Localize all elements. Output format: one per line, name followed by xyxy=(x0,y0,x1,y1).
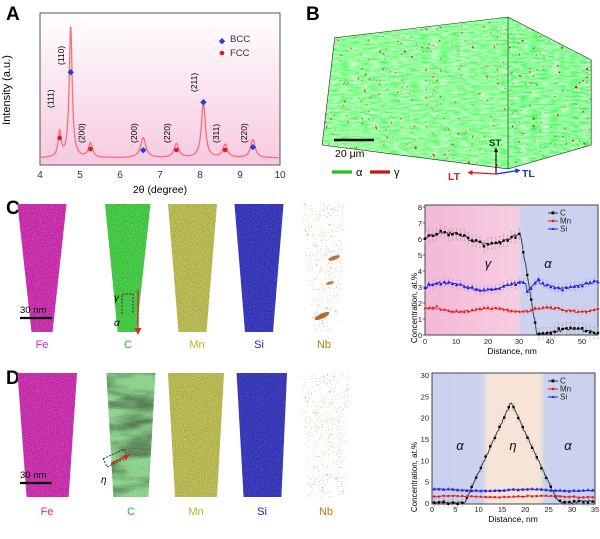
svg-text:7: 7 xyxy=(157,170,163,181)
svg-text:Mn: Mn xyxy=(188,506,203,518)
svg-text:6: 6 xyxy=(117,170,123,181)
svg-text:20: 20 xyxy=(421,414,429,423)
svg-text:9: 9 xyxy=(237,170,243,181)
svg-text:Si: Si xyxy=(254,339,264,351)
svg-text:Concentration, at.%: Concentration, at.% xyxy=(410,273,419,343)
svg-text:8: 8 xyxy=(197,170,203,181)
svg-text:BCC: BCC xyxy=(230,34,250,45)
svg-text:α: α xyxy=(544,256,552,271)
svg-text:15: 15 xyxy=(498,505,506,514)
svg-text:Si: Si xyxy=(560,393,567,402)
svg-text:10: 10 xyxy=(475,505,483,514)
svg-text:Fe: Fe xyxy=(41,506,54,518)
svg-text:4: 4 xyxy=(37,170,43,181)
svg-text:η: η xyxy=(509,438,516,453)
svg-text:Mn: Mn xyxy=(189,339,204,351)
svg-text:Concentration, at.%: Concentration, at.% xyxy=(410,442,419,512)
svg-text:ST: ST xyxy=(489,138,501,149)
svg-text:0: 0 xyxy=(425,499,429,508)
svg-text:30: 30 xyxy=(515,337,523,346)
svg-text:(110): (110) xyxy=(56,46,66,65)
svg-text:(111): (111) xyxy=(46,89,56,108)
svg-text:20 μm: 20 μm xyxy=(335,148,365,160)
svg-text:5: 5 xyxy=(425,478,429,487)
svg-text:0: 0 xyxy=(423,337,427,346)
svg-text:(211): (211) xyxy=(189,73,199,92)
svg-text:Fe: Fe xyxy=(36,339,49,351)
svg-text:7: 7 xyxy=(418,219,422,228)
svg-text:Intensity (a.u.): Intensity (a.u.) xyxy=(1,55,13,125)
svg-text:10: 10 xyxy=(274,170,286,181)
svg-text:LT: LT xyxy=(448,171,461,183)
svg-text:30: 30 xyxy=(568,505,576,514)
svg-text:(200): (200) xyxy=(77,123,87,143)
svg-text:α: α xyxy=(456,438,464,453)
svg-text:20: 20 xyxy=(521,505,529,514)
svg-text:20: 20 xyxy=(484,337,492,346)
svg-text:FCC: FCC xyxy=(230,48,250,59)
svg-text:(220): (220) xyxy=(162,123,172,143)
svg-text:Si: Si xyxy=(257,506,267,518)
svg-text:η: η xyxy=(101,475,107,486)
svg-text:25: 25 xyxy=(545,505,553,514)
svg-text:α: α xyxy=(114,318,120,329)
svg-text:15: 15 xyxy=(421,435,429,444)
svg-text:0: 0 xyxy=(430,505,434,514)
svg-text:γ: γ xyxy=(394,167,400,179)
svg-text:5: 5 xyxy=(418,251,422,260)
svg-text:C: C xyxy=(124,339,132,351)
svg-text:α: α xyxy=(564,438,572,453)
svg-text:10: 10 xyxy=(452,337,460,346)
svg-text:(200): (200) xyxy=(129,123,139,143)
svg-text:50: 50 xyxy=(578,337,586,346)
svg-text:6: 6 xyxy=(418,235,422,244)
svg-text:Distance, nm: Distance, nm xyxy=(487,346,537,356)
svg-text:TL: TL xyxy=(522,168,535,180)
svg-text:8: 8 xyxy=(418,203,422,212)
svg-text:5: 5 xyxy=(77,170,83,181)
svg-text:25: 25 xyxy=(421,392,429,401)
svg-text:10: 10 xyxy=(421,456,429,465)
svg-text:30: 30 xyxy=(421,371,429,380)
svg-text:α: α xyxy=(356,167,363,179)
svg-text:30 nm: 30 nm xyxy=(20,305,46,316)
svg-text:Si: Si xyxy=(560,225,567,234)
svg-text:35: 35 xyxy=(591,505,599,514)
svg-text:Nb: Nb xyxy=(317,339,331,351)
svg-text:(220): (220) xyxy=(239,123,249,143)
svg-text:30 nm: 30 nm xyxy=(20,470,46,481)
svg-text:(311): (311) xyxy=(211,124,221,143)
svg-text:Nb: Nb xyxy=(319,506,333,518)
svg-text:C: C xyxy=(127,506,135,518)
svg-text:Distance, nm: Distance, nm xyxy=(488,514,538,524)
svg-text:2θ (degree): 2θ (degree) xyxy=(133,184,187,196)
